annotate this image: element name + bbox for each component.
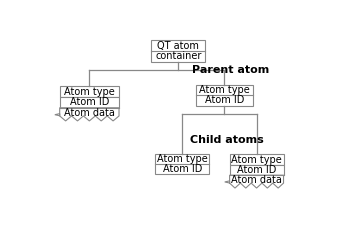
Bar: [230, 155, 284, 165]
Polygon shape: [55, 108, 119, 121]
Bar: [230, 165, 284, 175]
Bar: [156, 154, 209, 173]
Text: Atom ID: Atom ID: [70, 97, 109, 107]
Bar: [151, 40, 205, 61]
Text: Atom data: Atom data: [64, 108, 115, 118]
Polygon shape: [225, 175, 284, 188]
Text: Atom ID: Atom ID: [205, 95, 244, 105]
Text: Atom data: Atom data: [231, 175, 282, 185]
Bar: [60, 86, 119, 97]
Text: Child atoms: Child atoms: [190, 135, 264, 145]
Text: Atom ID: Atom ID: [163, 164, 202, 174]
Bar: [196, 85, 253, 106]
Text: Parent atom: Parent atom: [192, 65, 270, 75]
Text: Atom ID: Atom ID: [237, 165, 276, 175]
Text: QT atom: QT atom: [157, 40, 199, 51]
Text: container: container: [155, 51, 201, 61]
Text: Atom type: Atom type: [199, 85, 250, 95]
Bar: [60, 97, 119, 108]
Text: Atom type: Atom type: [64, 87, 115, 97]
Text: Atom type: Atom type: [231, 155, 282, 165]
Text: Atom type: Atom type: [157, 154, 208, 164]
